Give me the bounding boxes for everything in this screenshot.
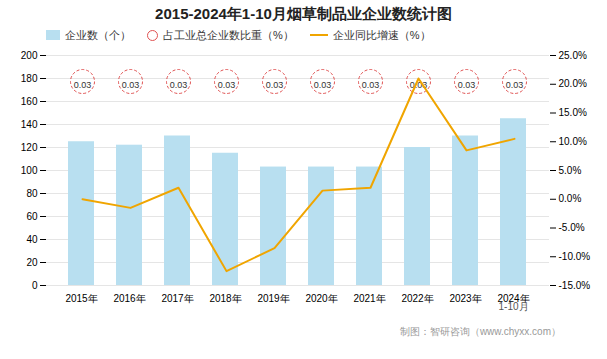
svg-text:120: 120 bbox=[21, 142, 38, 153]
html-text:2015-2024年1-10月烟草制品业企业数统计图: 2015-2024年1-10月烟草制品业企业数统计图 bbox=[155, 5, 452, 22]
svg-text:20: 20 bbox=[26, 257, 38, 268]
svg-text:2017年: 2017年 bbox=[161, 293, 193, 304]
svg-text:60: 60 bbox=[26, 211, 38, 222]
svg-text:15.0%: 15.0% bbox=[559, 107, 587, 118]
svg-text:10.0%: 10.0% bbox=[559, 136, 587, 147]
svg-text:0.0%: 0.0% bbox=[559, 193, 582, 204]
svg-text:80: 80 bbox=[26, 188, 38, 199]
svg-text:1-10月: 1-10月 bbox=[498, 301, 528, 312]
svg-text:2022年: 2022年 bbox=[401, 293, 433, 304]
svg-text:2018年: 2018年 bbox=[209, 293, 241, 304]
svg-text:180: 180 bbox=[21, 73, 38, 84]
svg-text:0.03: 0.03 bbox=[409, 79, 428, 90]
svg-text:40: 40 bbox=[26, 234, 38, 245]
html-text:企业数（个）: 企业数（个） bbox=[65, 29, 131, 41]
svg-text:2023年: 2023年 bbox=[449, 293, 481, 304]
svg-text:0.03: 0.03 bbox=[266, 80, 284, 90]
svg-text:0.03: 0.03 bbox=[314, 80, 332, 90]
svg-text:0.03: 0.03 bbox=[218, 80, 236, 90]
svg-text:2015年: 2015年 bbox=[65, 293, 97, 304]
svg-text:140: 140 bbox=[21, 119, 38, 130]
svg-text:2021年: 2021年 bbox=[353, 293, 385, 304]
svg-text:2019年: 2019年 bbox=[257, 293, 289, 304]
svg-text:-10.0%: -10.0% bbox=[559, 251, 591, 262]
html-text:占工业总企业数比重（%）: 占工业总企业数比重（%） bbox=[163, 29, 294, 41]
html-text:制图：智研咨询（www.chyxx.com）: 制图：智研咨询（www.chyxx.com） bbox=[399, 326, 561, 337]
svg-text:-15.0%: -15.0% bbox=[559, 280, 591, 291]
svg-text:160: 160 bbox=[21, 96, 38, 107]
svg-text:0.03: 0.03 bbox=[122, 80, 140, 90]
svg-text:0.03: 0.03 bbox=[458, 80, 476, 90]
svg-text:5.0%: 5.0% bbox=[559, 165, 582, 176]
svg-text:2016年: 2016年 bbox=[113, 293, 145, 304]
svg-text:100: 100 bbox=[21, 165, 38, 176]
svg-text:0.03: 0.03 bbox=[170, 80, 188, 90]
svg-text:2020年: 2020年 bbox=[305, 293, 337, 304]
svg-text:20.0%: 20.0% bbox=[559, 78, 587, 89]
svg-text:0.03: 0.03 bbox=[74, 80, 92, 90]
svg-text:-5.0%: -5.0% bbox=[559, 222, 585, 233]
svg-text:2024年: 2024年 bbox=[497, 292, 530, 304]
svg-text:0.03: 0.03 bbox=[362, 80, 380, 90]
svg-text:0: 0 bbox=[32, 280, 38, 291]
svg-text:0.03: 0.03 bbox=[506, 80, 524, 90]
svg-text:25.0%: 25.0% bbox=[559, 50, 587, 61]
svg-text:200: 200 bbox=[21, 50, 38, 61]
html-text:企业同比增速（%）: 企业同比增速（%） bbox=[332, 29, 431, 41]
